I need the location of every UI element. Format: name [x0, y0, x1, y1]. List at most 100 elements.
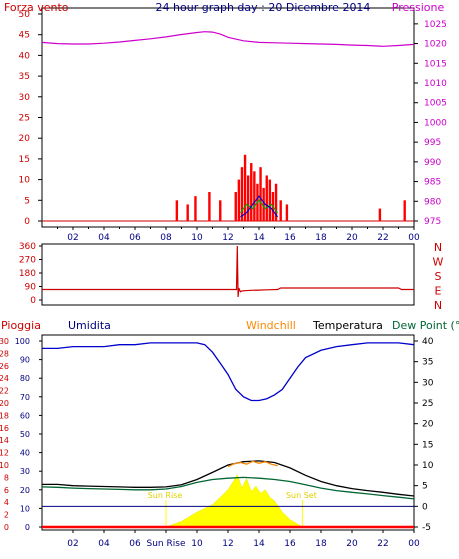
panel3-temp-tick: 35	[422, 358, 433, 368]
wind-speed-bar	[186, 204, 189, 221]
wind-speed-bar	[237, 179, 241, 221]
wind-speed-bar	[194, 196, 197, 221]
panel3-humidity-tick: 100	[15, 337, 30, 346]
wind-speed-bar	[219, 200, 222, 221]
panel1-left-tick: 0	[24, 217, 30, 227]
panel1-x-tick: 04	[98, 233, 110, 243]
panel1-left-tick: 20	[19, 134, 31, 144]
panel2-compass-label: N	[434, 299, 442, 312]
raffica-media-line	[239, 199, 279, 214]
panel1-right-tick: 980	[424, 197, 441, 207]
panel1-left-tick: 5	[24, 196, 30, 206]
panel1-x-tick: 22	[377, 233, 388, 243]
panel3-rain-tick: 2	[4, 511, 9, 520]
panel3-x-tick: 02	[67, 539, 78, 549]
panel3-rain-tick: 20	[0, 399, 9, 408]
panel3-temp-tick: -5	[422, 523, 431, 533]
panel1-right-tick: 995	[424, 138, 441, 148]
wind-speed-bar	[253, 171, 256, 221]
panel3-rain-tick: 16	[0, 424, 9, 433]
panel3-x-tick: 14	[253, 539, 265, 549]
panel1-left-label: Forza vento	[4, 1, 69, 14]
panel3-legend-windchill: Windchill	[246, 319, 296, 332]
wind-speed-bar	[240, 167, 244, 221]
wind-speed-bar	[208, 192, 211, 221]
panel3-x-tick: Sun Rise	[147, 539, 186, 549]
panel2-compass-label: E	[435, 285, 442, 298]
panel3-legend-temperatura: Temperatura	[312, 319, 383, 332]
panel3-rain-tick: 12	[0, 449, 9, 458]
panel1-right-tick: 1020	[424, 40, 447, 50]
vento-medio-line	[240, 195, 279, 218]
panel3-temp-tick: 20	[422, 420, 434, 430]
panel1-right-tick: 1015	[424, 59, 447, 69]
panel3-x-tick: 18	[315, 539, 327, 549]
wind-speed-bar	[246, 175, 250, 221]
wind-speed-bar	[234, 192, 237, 221]
panel1-right-tick: 1010	[424, 79, 447, 89]
panel3-rain-tick: 4	[4, 498, 9, 507]
wind-speed-bar	[259, 167, 262, 221]
panel3-rain-tick: 0	[4, 523, 9, 532]
panel3-x-tick: 10	[191, 539, 203, 549]
panel2-compass-label: W	[433, 256, 444, 269]
panel3-temp-tick: 15	[422, 440, 433, 450]
panel3-humidity-tick: 20	[20, 486, 30, 495]
panel2-frame	[41, 243, 415, 306]
panel1-right-label: Pressione	[392, 1, 445, 14]
panel3-humidity-tick: 40	[20, 449, 30, 458]
umidita-line	[42, 342, 415, 402]
panel1-right-tick: 1025	[424, 20, 447, 30]
panel1-right-tick: 990	[424, 158, 441, 168]
wind-speed-bar	[250, 163, 253, 221]
panel1-frame	[41, 7, 415, 228]
panel3-rain-tick: 22	[0, 387, 9, 396]
panel3-x-tick: 00	[408, 539, 420, 549]
panel2-compass-label: N	[434, 241, 442, 254]
panel1-left-tick: 45	[19, 31, 30, 41]
sun-set-label: Sun Set	[286, 491, 317, 500]
panel1-left-tick: 40	[19, 51, 31, 61]
panel1-x-tick: 12	[222, 233, 233, 243]
panel1-x-tick: 14	[253, 233, 265, 243]
panel2-left-tick: 90	[25, 283, 37, 293]
panel3-rain-tick: 26	[0, 362, 9, 371]
panel1-x-tick: 20	[346, 233, 358, 243]
panel3-x-tick: 22	[377, 539, 388, 549]
panel3-temp-tick: 40	[422, 337, 434, 347]
panel3-x-tick: 12	[222, 539, 233, 549]
wind-speed-bar	[262, 187, 265, 221]
panel3-legend-pioggia: Pioggia	[1, 319, 41, 332]
panel3-rain-tick: 6	[4, 486, 9, 495]
panel3-rain-tick: 8	[4, 473, 9, 482]
panel2-left-tick: 360	[19, 242, 36, 252]
panel3-rain-tick: 18	[0, 411, 9, 420]
panel1-right-tick: 985	[424, 178, 441, 188]
wind-speed-bar	[403, 200, 406, 221]
panel3-rain-tick: 28	[0, 349, 9, 358]
panel3-humidity-tick: 30	[20, 467, 30, 476]
panel3-humidity-tick: 10	[20, 504, 30, 513]
sun-rise-label: Sun Rise	[148, 491, 183, 500]
panel1-left-tick: 30	[19, 93, 31, 103]
panel1-left-tick: 25	[19, 114, 30, 124]
wind-speed-bar	[378, 208, 382, 221]
panel1-left-tick: 35	[19, 72, 30, 82]
windchill-line	[227, 460, 278, 468]
panel3-humidity-tick: 50	[20, 430, 30, 439]
panel3-temp-tick: 25	[422, 399, 433, 409]
panel1-left-tick: 50	[19, 10, 31, 20]
panel3-x-tick: 06	[129, 539, 141, 549]
dew-point-c-line	[41, 476, 415, 500]
wind-direction-line	[42, 245, 414, 298]
panel1-x-tick: 06	[129, 233, 141, 243]
panel1-x-tick: 16	[284, 233, 296, 243]
panel1-left-tick: 15	[19, 155, 30, 165]
panel1-right-tick: 975	[424, 217, 441, 227]
panel1-left-tick: 10	[19, 176, 31, 186]
wind-speed-bar	[243, 154, 247, 221]
wind-speed-bar	[274, 183, 278, 221]
pressione-line	[41, 31, 415, 47]
panel3-humidity-tick: 80	[20, 374, 30, 383]
panel3-humidity-tick: 90	[20, 356, 30, 365]
